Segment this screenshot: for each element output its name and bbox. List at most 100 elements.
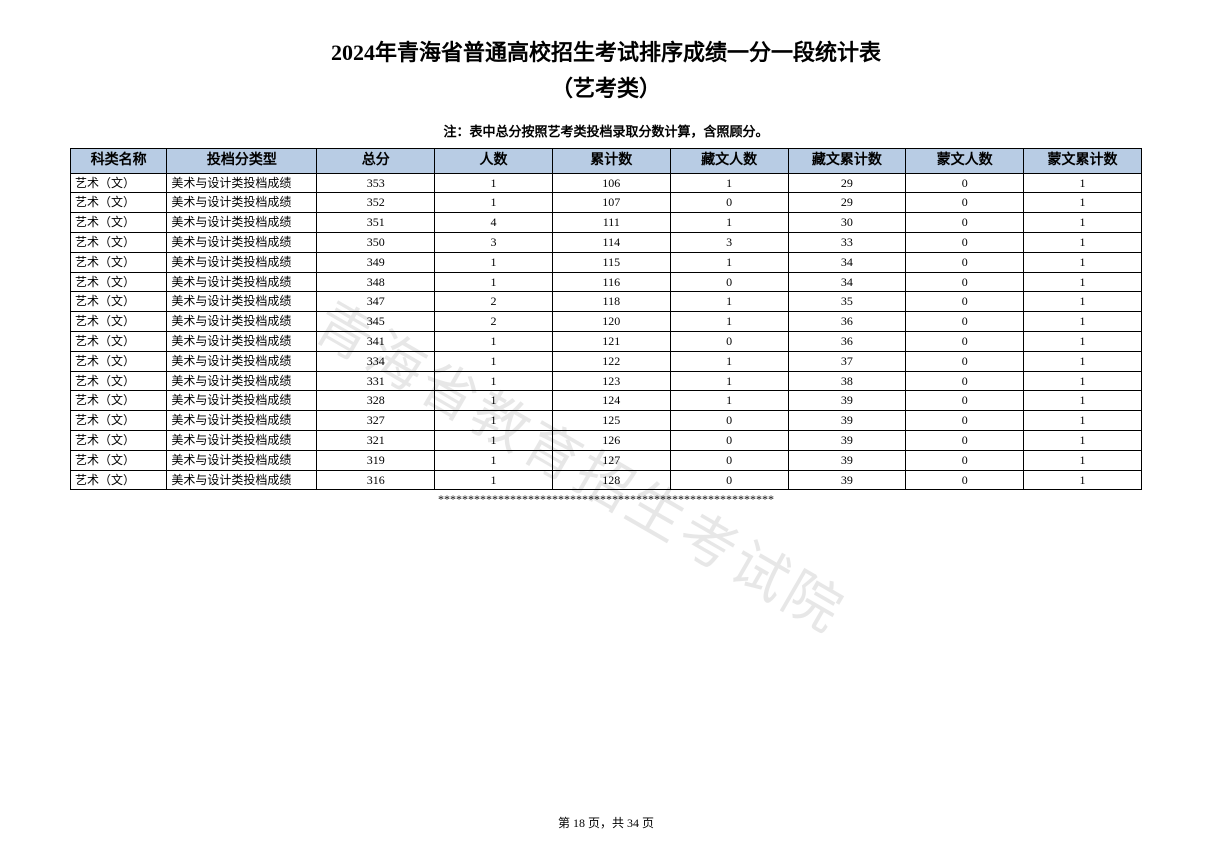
table-cell: 美术与设计类投档成绩 xyxy=(167,450,317,470)
table-cell: 艺术（文） xyxy=(71,272,167,292)
table-row: 艺术（文）美术与设计类投档成绩345212013601 xyxy=(71,312,1142,332)
table-cell: 125 xyxy=(552,411,670,431)
table-cell: 122 xyxy=(552,351,670,371)
table-cell: 0 xyxy=(906,232,1024,252)
table-cell: 0 xyxy=(670,450,788,470)
table-row: 艺术（文）美术与设计类投档成绩353110612901 xyxy=(71,173,1142,193)
table-cell: 0 xyxy=(906,371,1024,391)
table-cell: 0 xyxy=(906,312,1024,332)
table-cell: 1 xyxy=(435,411,553,431)
table-header-cell: 科类名称 xyxy=(71,149,167,174)
table-cell: 345 xyxy=(317,312,435,332)
table-cell: 1 xyxy=(435,371,553,391)
table-row: 艺术（文）美术与设计类投档成绩319112703901 xyxy=(71,450,1142,470)
table-cell: 0 xyxy=(906,351,1024,371)
table-cell: 39 xyxy=(788,470,906,490)
table-cell: 349 xyxy=(317,252,435,272)
table-cell: 36 xyxy=(788,312,906,332)
table-cell: 29 xyxy=(788,193,906,213)
table-cell: 1 xyxy=(1024,173,1142,193)
table-cell: 0 xyxy=(670,430,788,450)
table-cell: 艺术（文） xyxy=(71,391,167,411)
table-cell: 1 xyxy=(1024,312,1142,332)
table-cell: 114 xyxy=(552,232,670,252)
table-cell: 艺术（文） xyxy=(71,351,167,371)
table-row: 艺术（文）美术与设计类投档成绩321112603901 xyxy=(71,430,1142,450)
table-cell: 328 xyxy=(317,391,435,411)
table-row: 艺术（文）美术与设计类投档成绩351411113001 xyxy=(71,213,1142,233)
page-title: 2024年青海省普通高校招生考试排序成绩一分一段统计表 xyxy=(70,35,1142,67)
table-body: 艺术（文）美术与设计类投档成绩353110612901艺术（文）美术与设计类投档… xyxy=(71,173,1142,490)
table-cell: 0 xyxy=(670,411,788,431)
table-cell: 艺术（文） xyxy=(71,470,167,490)
table-cell: 1 xyxy=(435,252,553,272)
table-row: 艺术（文）美术与设计类投档成绩331112313801 xyxy=(71,371,1142,391)
table-cell: 1 xyxy=(670,371,788,391)
table-cell: 美术与设计类投档成绩 xyxy=(167,331,317,351)
table-cell: 348 xyxy=(317,272,435,292)
table-cell: 39 xyxy=(788,430,906,450)
table-header-cell: 蒙文人数 xyxy=(906,149,1024,174)
table-cell: 1 xyxy=(1024,292,1142,312)
table-row: 艺术（文）美术与设计类投档成绩328112413901 xyxy=(71,391,1142,411)
table-cell: 艺术（文） xyxy=(71,173,167,193)
table-cell: 38 xyxy=(788,371,906,391)
table-cell: 39 xyxy=(788,450,906,470)
table-cell: 1 xyxy=(435,450,553,470)
table-cell: 艺术（文） xyxy=(71,252,167,272)
table-cell: 1 xyxy=(1024,213,1142,233)
table-cell: 艺术（文） xyxy=(71,292,167,312)
page-subtitle: （艺考类） xyxy=(70,71,1142,103)
score-table: 科类名称投档分类型总分人数累计数藏文人数藏文累计数蒙文人数蒙文累计数 艺术（文）… xyxy=(70,148,1142,490)
table-cell: 37 xyxy=(788,351,906,371)
table-cell: 1 xyxy=(670,292,788,312)
table-cell: 34 xyxy=(788,252,906,272)
table-cell: 美术与设计类投档成绩 xyxy=(167,272,317,292)
table-cell: 319 xyxy=(317,450,435,470)
table-cell: 116 xyxy=(552,272,670,292)
table-cell: 1 xyxy=(435,430,553,450)
table-cell: 352 xyxy=(317,193,435,213)
table-cell: 121 xyxy=(552,331,670,351)
table-cell: 0 xyxy=(906,331,1024,351)
table-cell: 0 xyxy=(906,193,1024,213)
table-cell: 艺术（文） xyxy=(71,312,167,332)
table-cell: 321 xyxy=(317,430,435,450)
page: 2024年青海省普通高校招生考试排序成绩一分一段统计表 （艺考类） 注：表中总分… xyxy=(0,0,1212,507)
table-cell: 1 xyxy=(435,470,553,490)
table-cell: 350 xyxy=(317,232,435,252)
table-header-cell: 投档分类型 xyxy=(167,149,317,174)
table-cell: 351 xyxy=(317,213,435,233)
table-cell: 0 xyxy=(670,470,788,490)
table-cell: 1 xyxy=(435,173,553,193)
table-cell: 124 xyxy=(552,391,670,411)
table-cell: 341 xyxy=(317,331,435,351)
table-cell: 1 xyxy=(670,391,788,411)
table-cell: 30 xyxy=(788,213,906,233)
table-cell: 艺术（文） xyxy=(71,232,167,252)
table-cell: 美术与设计类投档成绩 xyxy=(167,371,317,391)
table-cell: 艺术（文） xyxy=(71,371,167,391)
table-cell: 1 xyxy=(435,351,553,371)
table-cell: 艺术（文） xyxy=(71,193,167,213)
table-cell: 36 xyxy=(788,331,906,351)
table-cell: 1 xyxy=(1024,351,1142,371)
table-cell: 1 xyxy=(435,272,553,292)
table-cell: 334 xyxy=(317,351,435,371)
table-cell: 107 xyxy=(552,193,670,213)
table-cell: 美术与设计类投档成绩 xyxy=(167,213,317,233)
table-cell: 118 xyxy=(552,292,670,312)
table-cell: 0 xyxy=(670,272,788,292)
table-cell: 艺术（文） xyxy=(71,411,167,431)
table-cell: 美术与设计类投档成绩 xyxy=(167,292,317,312)
table-cell: 美术与设计类投档成绩 xyxy=(167,252,317,272)
table-cell: 美术与设计类投档成绩 xyxy=(167,232,317,252)
table-cell: 0 xyxy=(670,331,788,351)
table-cell: 1 xyxy=(435,331,553,351)
table-cell: 39 xyxy=(788,411,906,431)
table-cell: 33 xyxy=(788,232,906,252)
table-header-cell: 人数 xyxy=(435,149,553,174)
table-cell: 0 xyxy=(906,292,1024,312)
table-cell: 艺术（文） xyxy=(71,213,167,233)
table-cell: 美术与设计类投档成绩 xyxy=(167,470,317,490)
